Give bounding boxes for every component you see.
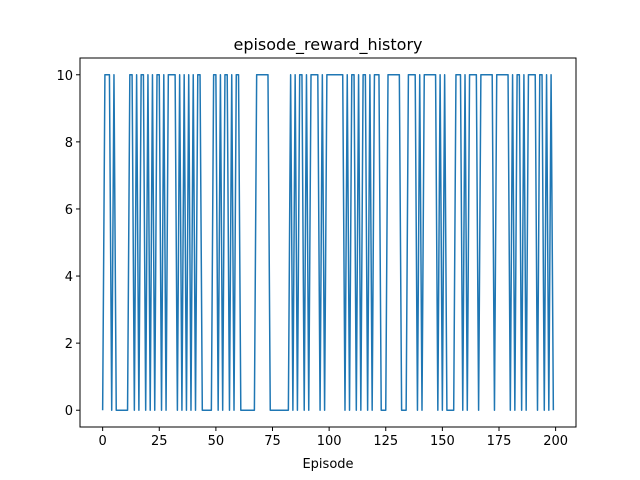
y-tick-label: 2 <box>65 337 73 352</box>
x-tick-label: 200 <box>543 434 568 449</box>
x-tick-label: 75 <box>264 434 281 449</box>
x-tick-label: 150 <box>430 434 455 449</box>
x-tick-label: 175 <box>487 434 512 449</box>
x-tick-label: 25 <box>151 434 168 449</box>
x-tick-label: 0 <box>99 434 107 449</box>
x-tick-label: 100 <box>317 434 342 449</box>
series-line-0 <box>101 74 555 411</box>
y-tick-label: 4 <box>65 270 73 285</box>
plot-area <box>101 74 555 411</box>
y-tick-label: 10 <box>56 69 73 84</box>
axes-frame <box>79 57 577 428</box>
y-tick-label: 0 <box>65 404 73 419</box>
x-axis: 0 25 50 75 100 125 150 175 200 <box>99 427 568 449</box>
y-axis: 0 2 4 6 8 10 <box>56 69 80 419</box>
chart-title: episode_reward_history <box>233 35 422 55</box>
y-tick-label: 8 <box>65 136 73 151</box>
x-tick-label: 125 <box>373 434 398 449</box>
x-axis-label: Episode <box>302 457 353 472</box>
x-tick-label: 50 <box>208 434 225 449</box>
y-tick-label: 6 <box>65 203 73 218</box>
